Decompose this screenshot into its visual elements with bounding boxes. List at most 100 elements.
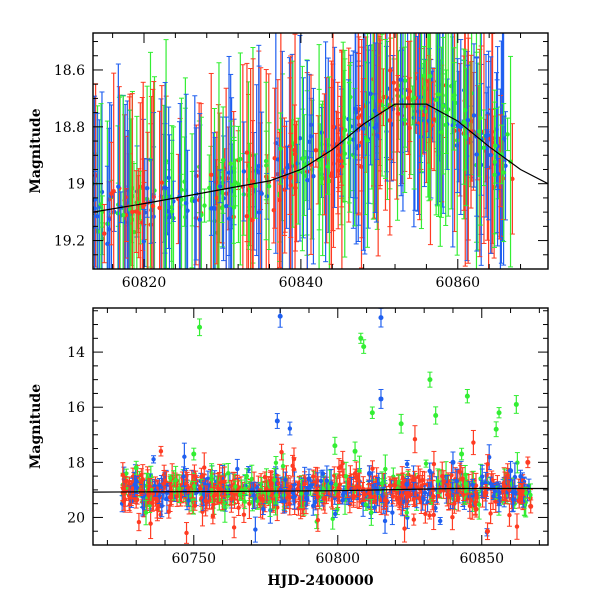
data-point <box>444 483 450 507</box>
data-point <box>513 395 519 414</box>
data-point <box>192 95 198 269</box>
data-point <box>282 489 288 514</box>
data-point <box>217 169 223 204</box>
data-point <box>244 468 250 484</box>
data-point <box>330 33 336 232</box>
data-point <box>241 506 247 523</box>
data-point <box>398 413 404 434</box>
data-point <box>412 425 418 454</box>
data-point <box>482 487 488 499</box>
bottom-model-curve <box>93 487 548 493</box>
data-point <box>328 87 334 265</box>
data-point <box>440 36 446 175</box>
data-point <box>225 463 231 484</box>
data-point <box>402 514 408 543</box>
data-point <box>157 110 163 269</box>
data-point <box>368 33 374 166</box>
data-point <box>508 460 514 481</box>
data-point <box>488 502 494 525</box>
data-point <box>431 499 437 531</box>
data-point <box>250 58 256 269</box>
data-point <box>264 477 270 501</box>
data-point <box>266 122 272 251</box>
data-point <box>223 116 229 269</box>
data-point <box>220 106 226 214</box>
data-point <box>328 468 334 498</box>
data-point <box>459 447 465 461</box>
data-point <box>313 132 319 168</box>
data-point <box>209 472 215 481</box>
data-point <box>186 494 192 507</box>
data-point <box>231 136 237 269</box>
data-point <box>282 125 288 254</box>
bottom-axis-ticks: 60750 60800 60850 14 16 18 20 <box>67 308 548 567</box>
data-point <box>355 33 361 216</box>
data-point <box>360 33 366 251</box>
data-point <box>251 481 257 510</box>
data-point <box>304 60 310 269</box>
data-point <box>162 81 168 269</box>
bottom-x-axis-label: HJD-2400000 <box>267 573 374 589</box>
data-point <box>260 503 266 516</box>
data-point <box>471 43 477 188</box>
data-point <box>358 332 364 344</box>
data-point <box>418 33 424 230</box>
x-tick-label: 60820 <box>122 275 167 291</box>
data-point <box>427 511 433 520</box>
data-point <box>120 462 126 488</box>
data-point <box>396 496 402 511</box>
y-tick-label: 20 <box>67 510 85 526</box>
data-point <box>404 459 410 469</box>
data-point <box>133 460 139 475</box>
y-tick-label: 18 <box>67 455 85 471</box>
data-point <box>232 158 238 207</box>
data-point <box>394 491 400 507</box>
data-point <box>411 33 417 190</box>
data-point <box>310 469 316 484</box>
data-point <box>399 478 405 487</box>
data-point <box>166 134 172 269</box>
data-point <box>372 502 378 514</box>
data-point <box>438 46 444 218</box>
data-point <box>208 72 214 269</box>
data-point <box>387 476 393 495</box>
bottom-plot-frame <box>92 307 549 546</box>
data-point <box>378 308 384 328</box>
data-point <box>133 170 139 253</box>
data-point <box>150 88 156 269</box>
data-point <box>528 499 534 514</box>
data-point <box>221 498 227 508</box>
data-point <box>332 436 338 455</box>
data-point <box>505 117 511 152</box>
data-point <box>167 474 173 482</box>
data-point <box>292 104 298 196</box>
data-point <box>252 153 258 219</box>
data-point <box>352 441 358 462</box>
data-point <box>158 445 164 457</box>
data-point <box>259 494 265 506</box>
data-point <box>505 463 511 488</box>
data-point <box>303 486 309 502</box>
data-point <box>325 138 331 195</box>
data-point <box>496 407 502 419</box>
x-tick-label: 60840 <box>279 275 324 291</box>
data-point <box>94 112 100 269</box>
y-tick-label: 16 <box>67 400 85 416</box>
data-point <box>272 87 278 229</box>
data-point <box>185 474 191 499</box>
data-point <box>354 475 360 497</box>
data-point <box>120 95 126 269</box>
data-point <box>372 42 378 213</box>
data-point <box>336 118 342 193</box>
data-point <box>310 87 316 265</box>
data-point <box>396 474 402 490</box>
data-point <box>460 467 466 490</box>
data-point <box>191 447 197 461</box>
data-point <box>308 114 314 159</box>
data-point <box>326 76 332 269</box>
data-point <box>320 100 326 257</box>
data-point <box>402 46 408 193</box>
data-point <box>383 494 389 508</box>
data-point <box>211 487 217 506</box>
